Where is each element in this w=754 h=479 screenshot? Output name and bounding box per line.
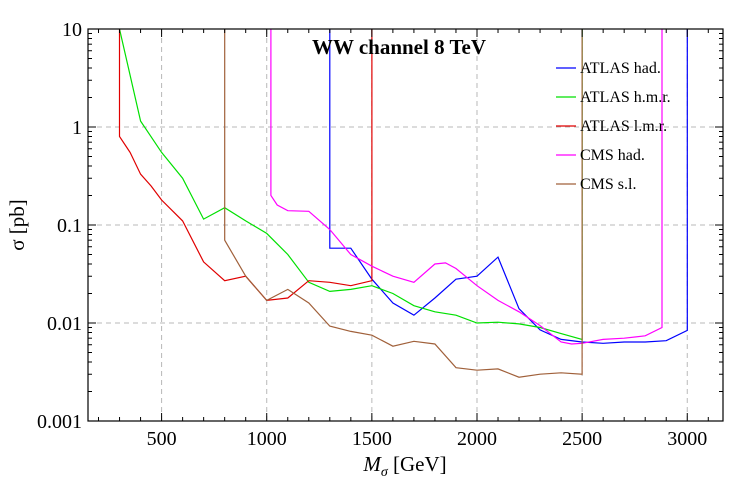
- x-tick-label: 2000: [457, 428, 497, 450]
- series-line-atlas-l-m-r: [118, 29, 373, 302]
- x-tick-label: 3000: [667, 428, 707, 450]
- series-line-cms-had: [270, 29, 663, 345]
- x-axis-label: Mσ [GeV]: [362, 452, 446, 479]
- x-axis-label-sub: σ: [381, 465, 389, 479]
- legend-label: ATLAS l.m.r.: [580, 118, 667, 135]
- x-tick-label: 500: [147, 428, 177, 450]
- axis-ticks: 500 1000 1500 2000 2500 3000 0.001 0.01 0.1 1 10: [37, 19, 723, 450]
- x-tick-label: 2500: [562, 428, 602, 450]
- legend: ATLAS had. ATLAS h.m.r. ATLAS l.m.r. CMS ha…: [556, 60, 671, 193]
- y-tick-label: 0.001: [37, 411, 82, 433]
- y-tick-label: 10: [62, 19, 82, 41]
- legend-label: CMS had.: [580, 147, 645, 164]
- y-tick-label: 0.1: [57, 215, 82, 237]
- series-layer: [118, 29, 688, 378]
- series-line-cms-s-l: [224, 29, 583, 378]
- x-axis-label-unit: [GeV]: [388, 452, 447, 476]
- series-line-atlas-had: [329, 29, 688, 344]
- chart-title: WW channel 8 TeV: [312, 35, 486, 59]
- y-axis-label: σ [pb]: [5, 199, 29, 251]
- legend-label: CMS s.l.: [580, 176, 636, 193]
- x-tick-label: 1000: [247, 428, 287, 450]
- legend-label: ATLAS h.m.r.: [580, 89, 671, 106]
- y-tick-label: 1: [72, 117, 82, 139]
- x-axis-label-main: M: [362, 452, 382, 476]
- grid: [88, 29, 723, 421]
- series-line-atlas-h-m-r: [118, 29, 583, 341]
- legend-label: ATLAS had.: [580, 60, 661, 77]
- y-tick-label: 0.01: [47, 313, 82, 335]
- x-tick-label: 1500: [352, 428, 392, 450]
